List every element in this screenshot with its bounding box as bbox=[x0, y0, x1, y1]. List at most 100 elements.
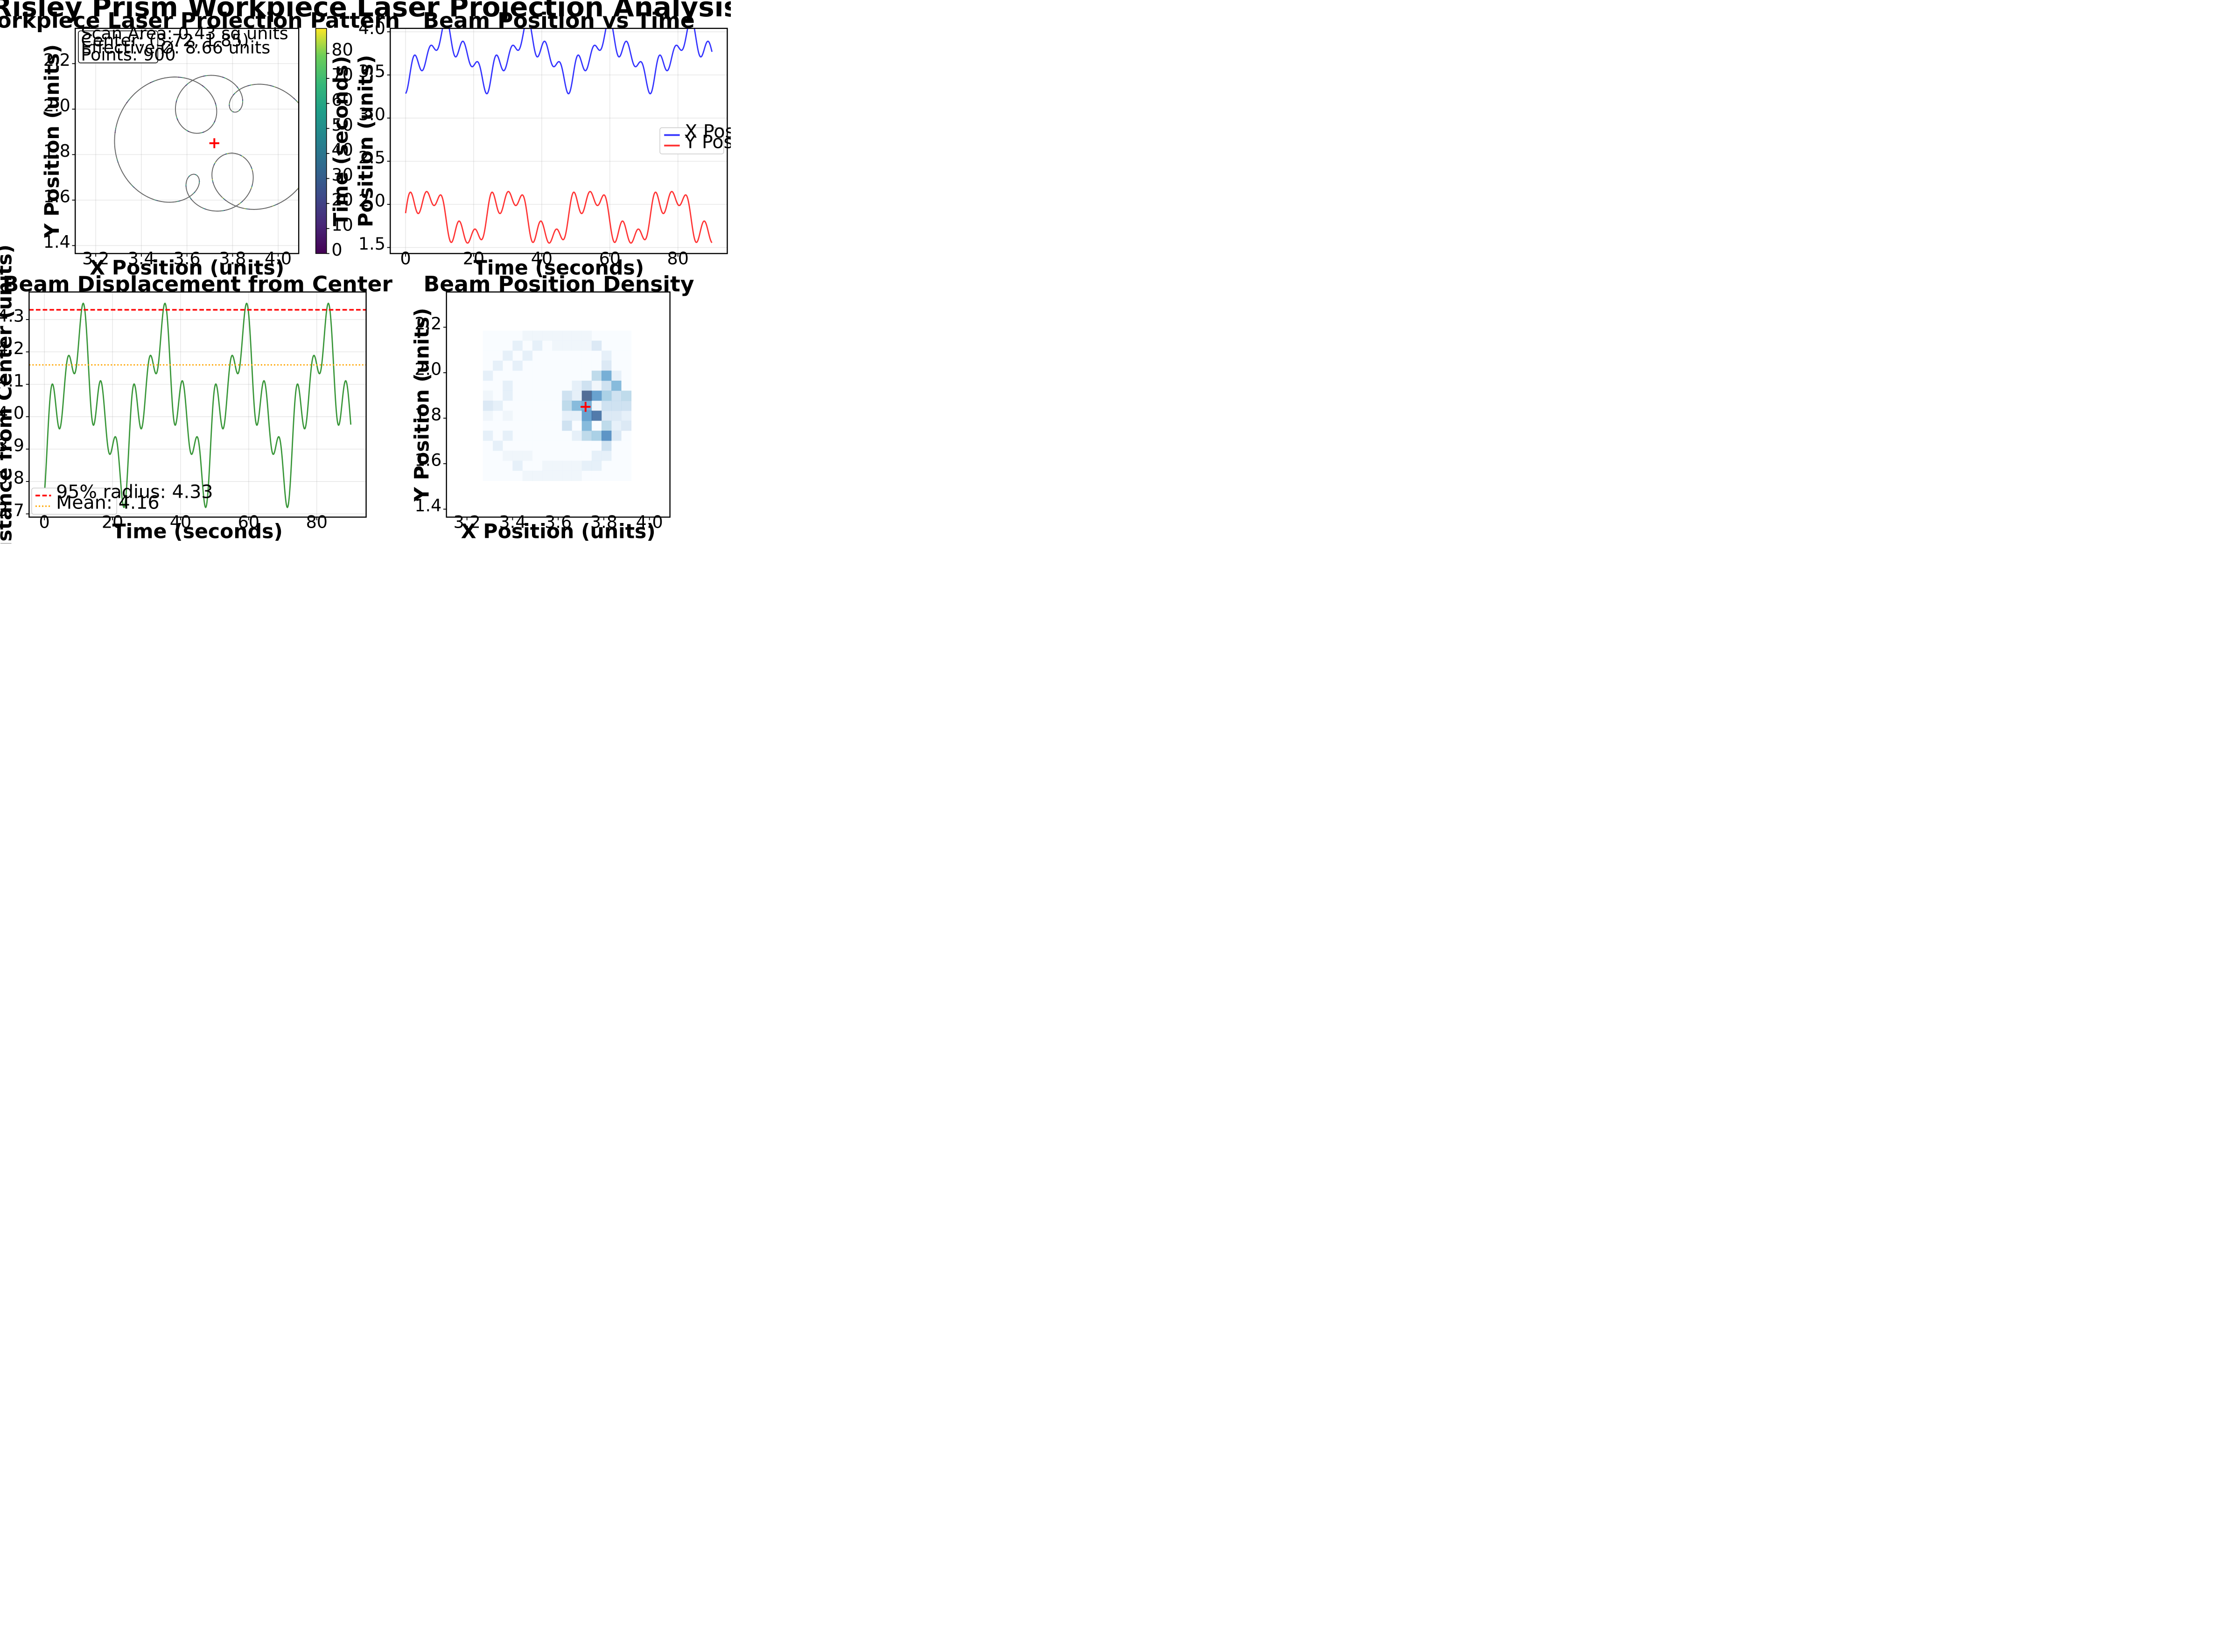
trajectory-point bbox=[176, 100, 177, 102]
density-cell bbox=[611, 431, 622, 441]
density-cell bbox=[611, 390, 622, 401]
density-cell bbox=[532, 390, 543, 401]
trajectory-point bbox=[185, 84, 187, 86]
density-xtick-label: 3.2 bbox=[454, 512, 481, 532]
trajectory-point bbox=[211, 179, 213, 181]
density-cell bbox=[581, 411, 592, 421]
density-cell bbox=[552, 390, 562, 401]
displacement-legend: 95% radius: 4.33 Mean: 4.16 bbox=[31, 481, 213, 515]
density-xtick-label: 4.0 bbox=[636, 512, 663, 532]
density-cell bbox=[552, 451, 562, 461]
displacement-legend-box bbox=[31, 488, 118, 515]
density-cell bbox=[572, 390, 582, 401]
pattern-ytick-label: 2.0 bbox=[43, 95, 70, 115]
pattern-ytick-label: 1.6 bbox=[43, 186, 70, 206]
density-cell bbox=[621, 451, 632, 461]
density-cell bbox=[522, 420, 533, 431]
density-cell bbox=[532, 411, 543, 421]
density-cell bbox=[611, 361, 622, 371]
pattern-ytick-label: 2.2 bbox=[43, 50, 70, 70]
density-cell bbox=[581, 341, 592, 351]
density-cell bbox=[572, 400, 582, 411]
density-cell bbox=[522, 431, 533, 441]
density-cell bbox=[542, 330, 553, 341]
density-cell bbox=[483, 380, 493, 391]
density-cell bbox=[602, 431, 612, 441]
density-cell bbox=[522, 350, 533, 361]
pattern-xtick-label: 3.6 bbox=[174, 249, 201, 269]
trajectory-point bbox=[273, 86, 274, 87]
density-cell bbox=[591, 370, 602, 381]
trajectory-point bbox=[214, 163, 215, 165]
density-cell bbox=[552, 471, 562, 481]
position-time-xtick-label: 40 bbox=[531, 249, 553, 269]
panel-density: Beam Position Density 3.2 3.4 3.6 3.8 4.01.4… bbox=[410, 272, 694, 543]
density-cell bbox=[581, 420, 592, 431]
trajectory-point bbox=[294, 99, 296, 100]
density-cell bbox=[552, 420, 562, 431]
position-time-ytick-label: 1.5 bbox=[358, 234, 385, 254]
trajectory-point bbox=[206, 75, 208, 77]
density-cell bbox=[532, 341, 543, 351]
trajectory-point bbox=[203, 208, 205, 209]
displacement-grid bbox=[29, 292, 366, 517]
density-cell bbox=[591, 330, 602, 341]
legend-mean-label: Mean: 4.16 bbox=[56, 492, 160, 514]
density-cell bbox=[522, 370, 533, 381]
density-cell bbox=[522, 380, 533, 391]
density-cell bbox=[503, 451, 513, 461]
density-cell bbox=[562, 420, 573, 431]
density-cell bbox=[542, 390, 553, 401]
position-time-xtick-label: 20 bbox=[463, 249, 484, 269]
density-cell bbox=[581, 380, 592, 391]
displacement-plot-bg bbox=[29, 292, 366, 517]
density-cell bbox=[512, 370, 523, 381]
density-cell bbox=[621, 361, 632, 371]
figure: Risley Prism Workpiece Laser Projection … bbox=[0, 0, 775, 565]
density-cell bbox=[602, 451, 612, 461]
density-cell bbox=[591, 361, 602, 371]
trajectory-point bbox=[203, 76, 204, 77]
density-cell bbox=[602, 350, 612, 361]
trajectory-point bbox=[186, 130, 187, 131]
density-cell bbox=[552, 370, 562, 381]
trajectory-point bbox=[151, 81, 153, 83]
trajectory-point bbox=[301, 184, 302, 185]
density-cell bbox=[503, 330, 513, 341]
trajectory-point bbox=[275, 204, 277, 206]
density-cell bbox=[483, 330, 493, 341]
trajectory-point bbox=[240, 154, 241, 156]
density-cell bbox=[532, 361, 543, 371]
pattern-plot-bg bbox=[75, 28, 299, 254]
density-cell bbox=[532, 370, 543, 381]
density-cell bbox=[602, 390, 612, 401]
trajectory-point bbox=[154, 80, 156, 82]
density-cell bbox=[581, 370, 592, 381]
density-cell bbox=[522, 451, 533, 461]
trajectory-point bbox=[150, 82, 151, 84]
trajectory-point bbox=[215, 103, 216, 104]
trajectory-point bbox=[273, 205, 275, 206]
density-cell bbox=[611, 460, 622, 471]
trajectory-point bbox=[128, 99, 130, 101]
density-cell bbox=[611, 440, 622, 451]
trajectory-point bbox=[213, 164, 215, 166]
density-cell bbox=[532, 380, 543, 391]
trajectory-point bbox=[274, 86, 275, 88]
density-cell bbox=[532, 330, 543, 341]
density-cell bbox=[522, 460, 533, 471]
density-cell bbox=[591, 341, 602, 351]
displacement-frame bbox=[28, 291, 367, 518]
pattern-grid bbox=[75, 28, 299, 254]
trajectory-point bbox=[126, 102, 127, 103]
density-cell bbox=[542, 370, 553, 381]
density-cell bbox=[611, 400, 622, 411]
density-cell bbox=[542, 451, 553, 461]
density-cell bbox=[591, 411, 602, 421]
trajectory-point bbox=[213, 122, 215, 124]
density-cell bbox=[532, 460, 543, 471]
trajectory-point bbox=[190, 198, 191, 199]
trajectory-point bbox=[238, 88, 239, 90]
density-cell bbox=[503, 431, 513, 441]
density-cell bbox=[483, 420, 493, 431]
